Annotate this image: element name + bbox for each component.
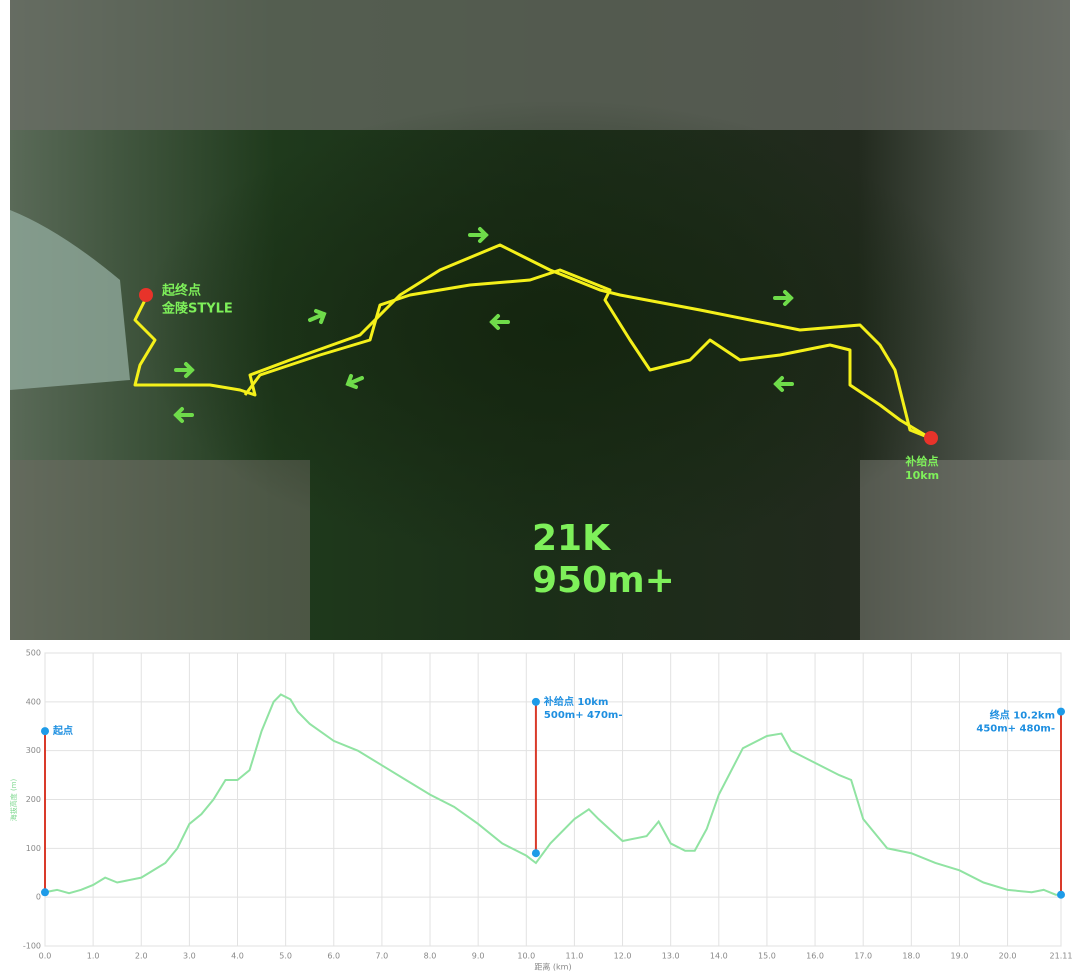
marker-dot: [1057, 707, 1065, 716]
y-tick-label: -100: [23, 942, 41, 951]
aid-point: [924, 431, 938, 445]
x-tick-label: 7.0: [376, 952, 389, 961]
start-label: 金陵STYLE: [161, 301, 233, 317]
marker-dot: [531, 697, 540, 706]
direction-arrows: [173, 227, 794, 423]
x-tick-label: 11.0: [566, 952, 584, 961]
elevation-chart: 海拔高度 (m) 距离 (km) -100 0 100 200 300 400 500 0.0…: [9, 649, 1072, 972]
y-tick-label: 500: [26, 649, 41, 658]
x-tick-label: 0.0: [39, 952, 52, 961]
x-tick-label: 12.0: [614, 952, 632, 961]
y-tick-label: 100: [26, 844, 41, 853]
distance: 21K: [532, 518, 611, 559]
x-tick-label: 21.11: [1050, 952, 1073, 961]
start-point: [139, 288, 153, 302]
marker-dot: [531, 849, 540, 858]
x-tick-label: 5.0: [279, 952, 292, 961]
x-tick-label: 8.0: [424, 952, 437, 961]
x-tick-label: 19.0: [951, 952, 969, 961]
y-tick-label: 400: [26, 697, 41, 706]
x-tick-label: 20.0: [999, 952, 1017, 961]
marker-dot: [41, 888, 49, 897]
x-tick-label: 13.0: [662, 952, 680, 961]
x-tick-label: 6.0: [327, 952, 340, 961]
lake: [10, 210, 130, 390]
forest: [140, 100, 980, 560]
x-axis-label: 距离 (km): [534, 962, 571, 972]
start-label: 起终点: [161, 283, 201, 299]
elevation-line: [44, 693, 1061, 896]
marker-label: 起点: [52, 724, 73, 737]
climb: 950m+: [532, 560, 675, 601]
urban-area: [860, 460, 1070, 640]
x-tick-label: 18.0: [902, 952, 920, 961]
x-tick-label: 14.0: [710, 952, 728, 961]
y-tick-label: 200: [26, 795, 41, 804]
x-tick-label: 16.0: [806, 952, 824, 961]
route: [133, 243, 931, 440]
x-tick-label: 10.0: [517, 952, 535, 961]
marker-label: 450m+ 480m-: [976, 724, 1055, 735]
x-tick-label: 2.0: [135, 952, 148, 961]
x-tick-label: 17.0: [854, 952, 872, 961]
marker-dot: [41, 727, 49, 736]
aid-label: 10km: [905, 469, 939, 482]
y-tick-label: 300: [26, 746, 41, 755]
x-tick-label: 1.0: [87, 952, 100, 961]
y-axis-label: 海拔高度 (m): [9, 778, 18, 821]
y-tick-label: 0: [36, 893, 41, 902]
x-tick-label: 4.0: [231, 952, 244, 961]
x-tick-label: 9.0: [472, 952, 485, 961]
marker-dot: [1057, 890, 1065, 899]
marker-label: 补给点 10km: [543, 695, 608, 708]
x-tick-label: 15.0: [758, 952, 776, 961]
marker-label: 终点 10.2km: [990, 709, 1055, 722]
aid-label: 补给点: [905, 454, 939, 468]
x-tick-label: 3.0: [183, 952, 196, 961]
marker-label: 500m+ 470m-: [544, 710, 623, 721]
map: 起终点 金陵STYLE 补给点 10km 21K 950m+: [10, 0, 1070, 640]
